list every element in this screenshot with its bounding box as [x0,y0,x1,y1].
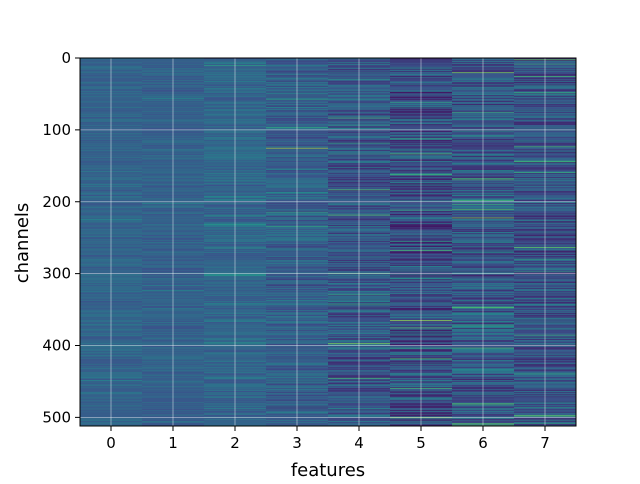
x-tick-label: 2 [230,434,240,452]
y-axis-label: channels [12,203,33,284]
plot-frame [79,57,577,427]
y-tick-label: 400 [42,337,71,355]
y-tick-label: 300 [42,265,71,283]
axes: 0 1 2 3 4 5 6 7 0 100 200 300 400 500 [42,49,577,452]
heatmap-cells [80,58,577,427]
x-tick-label: 3 [292,434,302,452]
y-tick-label: 0 [61,49,71,67]
x-tick-label: 1 [168,434,178,452]
x-tick-label: 4 [354,434,364,452]
x-tick-label: 6 [478,434,488,452]
y-tick-label: 500 [42,408,71,426]
x-tick-label: 5 [416,434,426,452]
x-tick-label: 0 [106,434,116,452]
y-tick-label: 100 [42,121,71,139]
y-tick-label: 200 [42,193,71,211]
x-tick-label: 7 [540,434,550,452]
x-axis-label: features [291,460,365,480]
grid-lines [80,58,576,426]
